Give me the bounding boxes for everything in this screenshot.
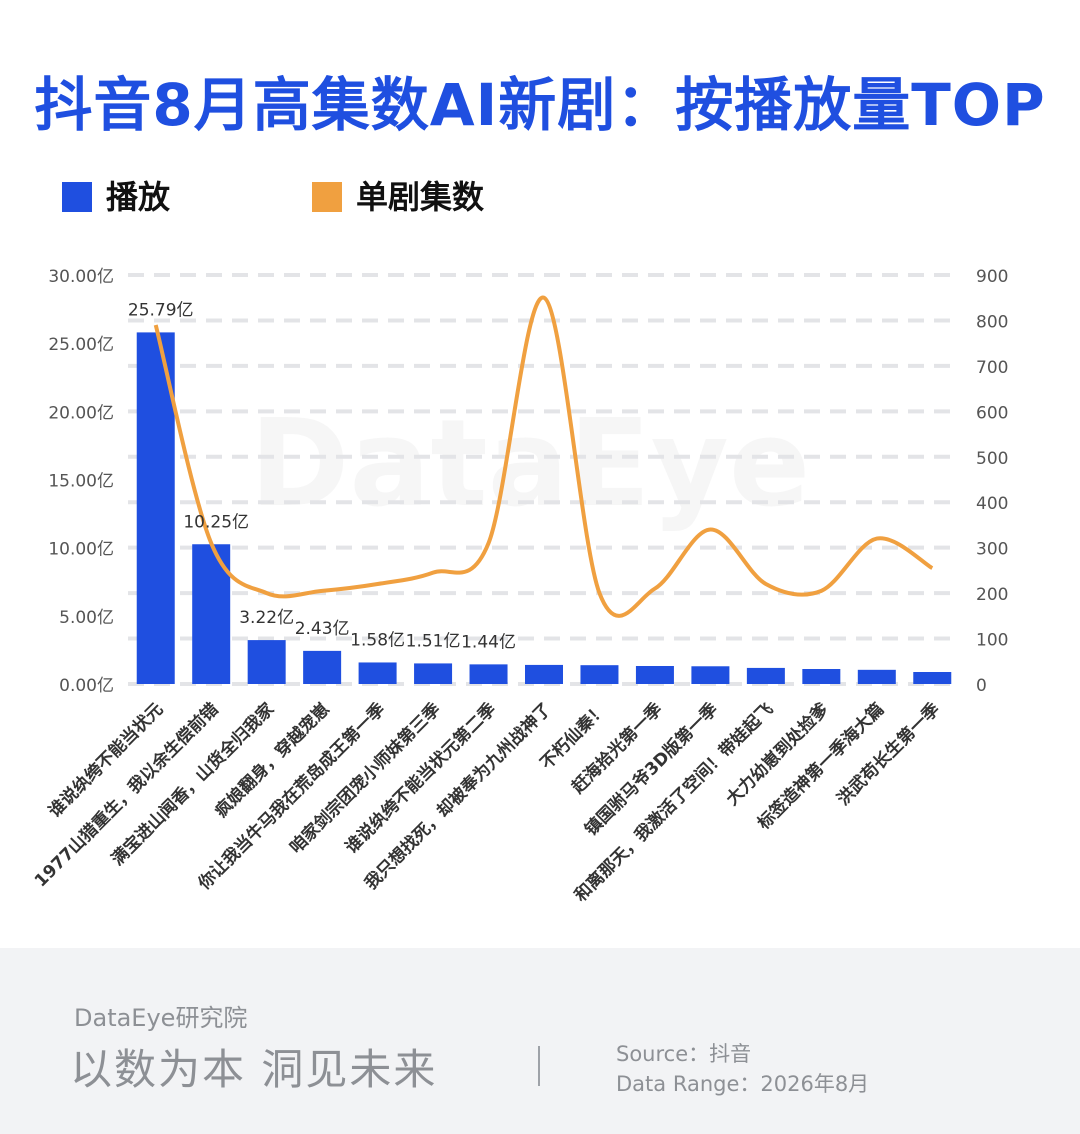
footer-divider xyxy=(538,1046,540,1086)
y-right-tick-label: 700 xyxy=(976,358,1008,378)
bar-data-label: 25.79亿 xyxy=(128,300,194,320)
legend-swatch-plays xyxy=(62,182,92,212)
y-left-tick-label: 0.00亿 xyxy=(59,676,114,696)
combo-chart: DataEye 0.00亿 5.00亿 10.00亿 15.00亿 20.00亿 25.0… xyxy=(30,267,1008,906)
y-right-tick-label: 400 xyxy=(976,494,1008,514)
bar xyxy=(247,640,286,684)
bar-series-plays xyxy=(136,332,952,684)
bar xyxy=(414,663,453,684)
bar xyxy=(358,662,397,684)
x-tick-label: 洪武苟长生第一季 xyxy=(833,699,944,810)
bar-data-label: 10.25亿 xyxy=(183,512,249,532)
bar xyxy=(802,669,841,684)
legend-swatch-episodes xyxy=(312,182,342,212)
bar xyxy=(469,664,508,684)
bar-data-label: 1.51亿 xyxy=(406,631,461,651)
page-title: 抖音8月高集数AI新剧：按播放量TOP xyxy=(34,71,1046,139)
bar-data-label: 1.58亿 xyxy=(350,630,405,650)
y-left-tick-label: 5.00亿 xyxy=(59,608,114,628)
x-axis: 谁说纨绔不能当状元1977山猎重生，我以余生偿前错满宝进山闻香，山货全归我家疯娘… xyxy=(30,698,944,906)
y-left-tick-label: 25.00亿 xyxy=(48,335,114,355)
y-right-tick-label: 900 xyxy=(976,267,1008,287)
y-right-tick-label: 800 xyxy=(976,312,1008,332)
footer-slogan: 以数为本 洞见未来 xyxy=(70,1045,438,1094)
bar xyxy=(303,650,342,684)
watermark-text: DataEye xyxy=(250,395,811,534)
watermark: DataEye xyxy=(250,395,811,534)
bar xyxy=(635,666,674,684)
bar xyxy=(580,665,619,684)
y-left-tick-label: 10.00亿 xyxy=(48,540,114,560)
y-axis-right: 0 100 200 300 400 500 600 700 800 900 xyxy=(976,267,1008,696)
y-left-tick-label: 15.00亿 xyxy=(48,472,114,492)
bar xyxy=(746,667,785,684)
y-right-tick-label: 0 xyxy=(976,676,987,696)
bar-data-label: 2.43亿 xyxy=(295,619,350,639)
y-right-tick-label: 300 xyxy=(976,540,1008,560)
line-series-episodes xyxy=(153,295,934,618)
y-axis-left: 0.00亿 5.00亿 10.00亿 15.00亿 20.00亿 25.00亿 30.00亿 xyxy=(48,267,114,696)
y-right-tick-label: 600 xyxy=(976,403,1008,423)
footer-org: DataEye研究院 xyxy=(74,1004,248,1032)
footer: DataEye研究院 以数为本 洞见未来 Source：抖音 Data Rang… xyxy=(0,948,1080,1134)
legend-label-episodes: 单剧集数 xyxy=(356,178,485,216)
episodes-line xyxy=(153,295,934,618)
y-right-tick-label: 200 xyxy=(976,585,1008,605)
bar xyxy=(691,666,730,684)
bar xyxy=(525,664,563,684)
x-tick-label: 和离那天，我激活了空间！带娃起飞 xyxy=(570,699,777,906)
bar xyxy=(857,669,896,684)
bar-data-label: 3.22亿 xyxy=(239,608,294,628)
bar-data-label: 1.44亿 xyxy=(461,632,516,652)
y-left-tick-label: 30.00亿 xyxy=(48,267,114,287)
x-tick-label: 大力幼崽到处捡爹 xyxy=(722,698,834,810)
legend-label-plays: 播放 xyxy=(106,178,171,216)
bar xyxy=(136,332,175,684)
y-left-tick-label: 20.00亿 xyxy=(48,403,114,423)
footer-source: Source：抖音 xyxy=(616,1042,752,1066)
footer-data-range: Data Range：2026年8月 xyxy=(616,1072,870,1096)
y-right-tick-label: 500 xyxy=(976,449,1008,469)
y-right-tick-label: 100 xyxy=(976,631,1008,651)
bar xyxy=(913,672,952,684)
